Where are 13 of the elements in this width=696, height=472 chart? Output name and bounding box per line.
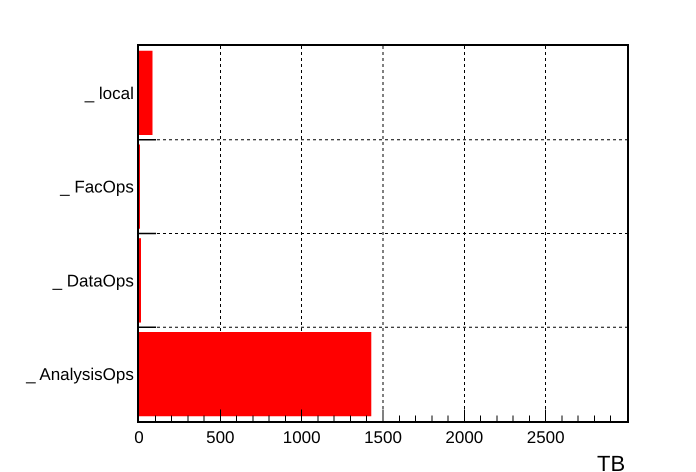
x-tick-label: 2000 (445, 428, 484, 448)
y-tick-label: _ AnalysisOps (25, 365, 134, 384)
x-tick-label: 2500 (526, 428, 565, 448)
x-tick-label: 500 (206, 428, 235, 448)
x-axis-title: TB (597, 451, 626, 472)
x-tick-label: 1000 (282, 428, 321, 448)
y-tick-label: _ local (84, 84, 134, 103)
x-tick-label: 1500 (364, 428, 402, 448)
x-tick-label: 0 (134, 428, 144, 448)
y-tick-label: _ DataOps (52, 271, 134, 290)
bar (139, 332, 372, 416)
y-tick-label: _ FacOps (59, 178, 134, 197)
bar (139, 50, 152, 136)
